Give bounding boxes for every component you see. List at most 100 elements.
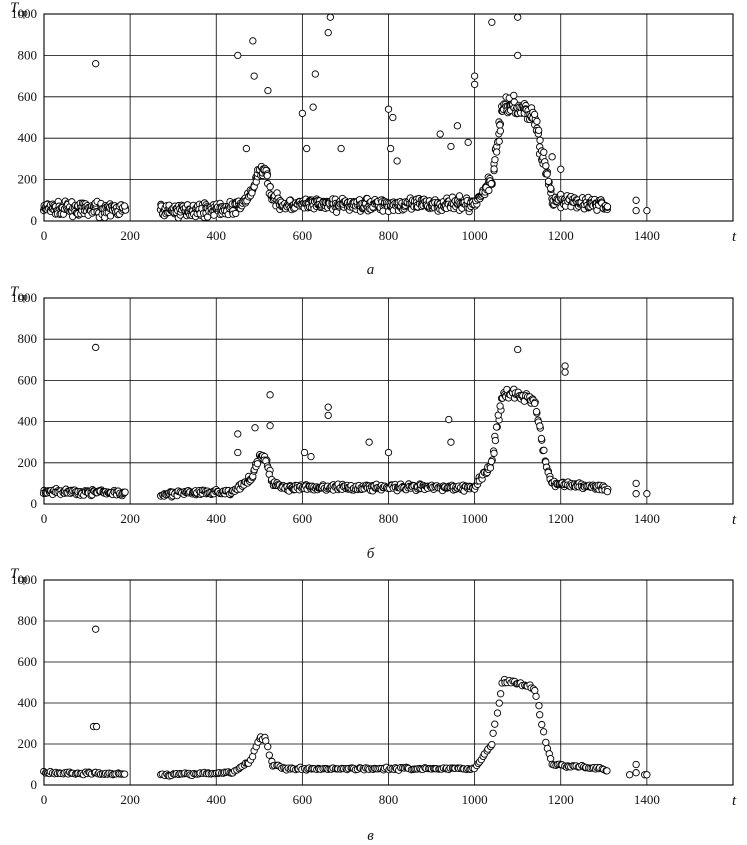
data-point — [530, 110, 539, 119]
data-point — [531, 399, 539, 408]
y-tick-label: 600 — [18, 89, 38, 104]
plot-frame — [43, 579, 734, 786]
data-point — [264, 743, 272, 751]
data-point — [447, 142, 455, 151]
data-point — [632, 490, 640, 498]
data-point — [632, 479, 640, 488]
data-point — [232, 209, 240, 218]
data-point — [488, 740, 496, 749]
data-point — [538, 720, 546, 729]
x-tick-label: 1000 — [462, 511, 488, 526]
y-tick-label: 1000 — [11, 572, 37, 587]
data-point — [557, 165, 565, 173]
data-point — [121, 770, 129, 778]
chart-panel-v: 0 200 400 600 800 1000 0 200 400 600 800 1000 1200 1… — [10, 566, 737, 844]
data-point — [92, 722, 101, 731]
y-tick-label: 0 — [31, 777, 38, 792]
data-point — [514, 13, 522, 21]
data-point — [492, 423, 501, 431]
panel-caption: в — [367, 828, 374, 844]
data-point — [561, 362, 569, 370]
x-tick-label: 800 — [379, 792, 399, 807]
data-point — [643, 206, 651, 215]
y-axis-label: Tср — [10, 0, 28, 19]
scatter-points — [39, 343, 651, 501]
data-point — [535, 126, 543, 135]
y-tick-label: 800 — [18, 47, 38, 62]
panel-caption: б — [367, 546, 375, 562]
data-point — [485, 186, 493, 195]
y-axis-label: Tср — [10, 566, 28, 585]
data-point — [486, 464, 495, 472]
y-tick-label: 200 — [18, 455, 38, 470]
data-point — [470, 72, 479, 80]
data-point — [603, 203, 612, 211]
x-tick-labels: 0 200 400 600 800 1000 1200 1400 — [41, 228, 660, 243]
x-tick-label: 600 — [293, 511, 313, 526]
scatter-points — [40, 625, 651, 780]
plot-frame — [43, 297, 734, 505]
data-point — [533, 117, 541, 125]
data-point — [436, 130, 444, 138]
x-tick-labels: 0 200 400 600 800 1000 1200 1400 — [41, 511, 660, 526]
y-tick-labels: 0 200 400 600 800 1000 — [11, 6, 37, 228]
data-point — [514, 51, 522, 60]
data-point — [490, 449, 498, 457]
grid-lines — [44, 14, 733, 221]
data-point — [300, 448, 309, 457]
x-tick-label: 800 — [379, 511, 399, 526]
data-point — [120, 202, 129, 210]
x-tick-label: 1200 — [548, 228, 574, 243]
data-point — [92, 625, 100, 633]
data-point — [487, 180, 495, 188]
data-point — [544, 177, 553, 185]
data-point — [632, 196, 640, 204]
data-point — [92, 60, 100, 68]
y-tick-label: 800 — [18, 613, 38, 628]
data-point — [496, 402, 504, 410]
x-tick-label: 200 — [120, 511, 140, 526]
x-tick-label: 400 — [207, 228, 227, 243]
x-tick-label: 1200 — [548, 792, 574, 807]
data-point — [542, 738, 550, 747]
plot-frame — [43, 13, 734, 222]
data-point — [445, 415, 453, 424]
data-point — [487, 457, 496, 466]
y-axis-label: Tср — [10, 284, 28, 303]
data-point — [547, 184, 555, 192]
data-point — [540, 446, 548, 454]
data-point — [535, 702, 543, 710]
y-tick-label: 0 — [31, 213, 38, 228]
x-tick-label: 400 — [207, 511, 227, 526]
data-point — [253, 460, 262, 468]
data-point — [309, 103, 317, 111]
data-point — [539, 728, 548, 736]
data-point — [491, 720, 499, 728]
data-point — [470, 80, 479, 89]
y-tick-label: 200 — [18, 172, 38, 187]
y-tick-label: 0 — [31, 496, 38, 511]
data-point — [491, 436, 500, 445]
x-tick-labels: 0 200 400 600 800 1000 1200 1400 — [41, 792, 660, 807]
data-point — [447, 438, 455, 446]
data-point — [455, 192, 464, 200]
data-point — [251, 424, 259, 432]
x-tick-label: 0 — [41, 792, 48, 807]
data-point — [234, 430, 242, 438]
data-point — [453, 122, 462, 130]
data-point — [540, 148, 548, 156]
x-axis-label: t — [732, 512, 737, 528]
data-point — [311, 70, 319, 78]
data-point — [265, 751, 273, 759]
data-point — [543, 170, 551, 178]
data-point — [326, 13, 335, 21]
y-tick-labels: 0 200 400 600 800 1000 — [11, 572, 37, 792]
data-point — [496, 690, 505, 698]
x-tick-label: 200 — [120, 228, 140, 243]
data-point — [234, 448, 242, 457]
data-point — [643, 771, 651, 779]
y-tick-label: 600 — [18, 372, 38, 387]
data-point — [234, 51, 242, 60]
x-tick-label: 1400 — [634, 792, 660, 807]
y-tick-label: 200 — [18, 736, 38, 751]
